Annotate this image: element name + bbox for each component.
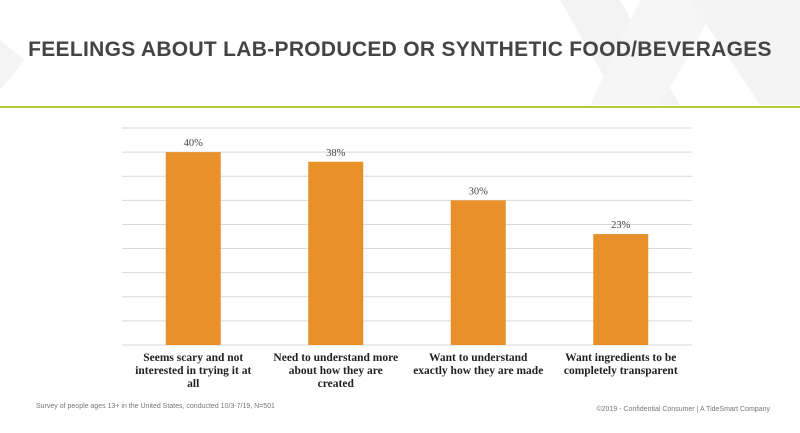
- survey-footnote: Survey of people ages 13+ in the United …: [36, 403, 275, 410]
- bar-value-label: 23%: [611, 220, 631, 231]
- bar-1: [165, 152, 221, 345]
- background-chevron-pattern: [0, 0, 800, 105]
- category-label: Seems scary and not interested in trying …: [135, 352, 251, 390]
- title-divider: [0, 106, 800, 108]
- page-title: FEELINGS ABOUT LAB-PRODUCED OR SYNTHETIC…: [28, 38, 772, 61]
- bar-value-label: 30%: [469, 186, 489, 197]
- chart-labels: 40% Seems scary and not interested in tryi…: [135, 138, 678, 390]
- bar-value-label: 40%: [184, 138, 204, 149]
- category-label: Need to understand more about how they ar…: [273, 352, 398, 390]
- chart-bars: [165, 152, 649, 345]
- copyright-notice: ©2019 - Confidential Consumer | A TideSm…: [596, 406, 770, 413]
- bar-value-label: 38%: [326, 148, 346, 159]
- bar-2: [308, 161, 364, 345]
- category-label: Want to understand exactly how they are m…: [413, 352, 543, 377]
- bar-4: [593, 234, 649, 345]
- category-label: Want ingredients to be completely transpa…: [564, 352, 678, 377]
- bar-3: [450, 200, 506, 345]
